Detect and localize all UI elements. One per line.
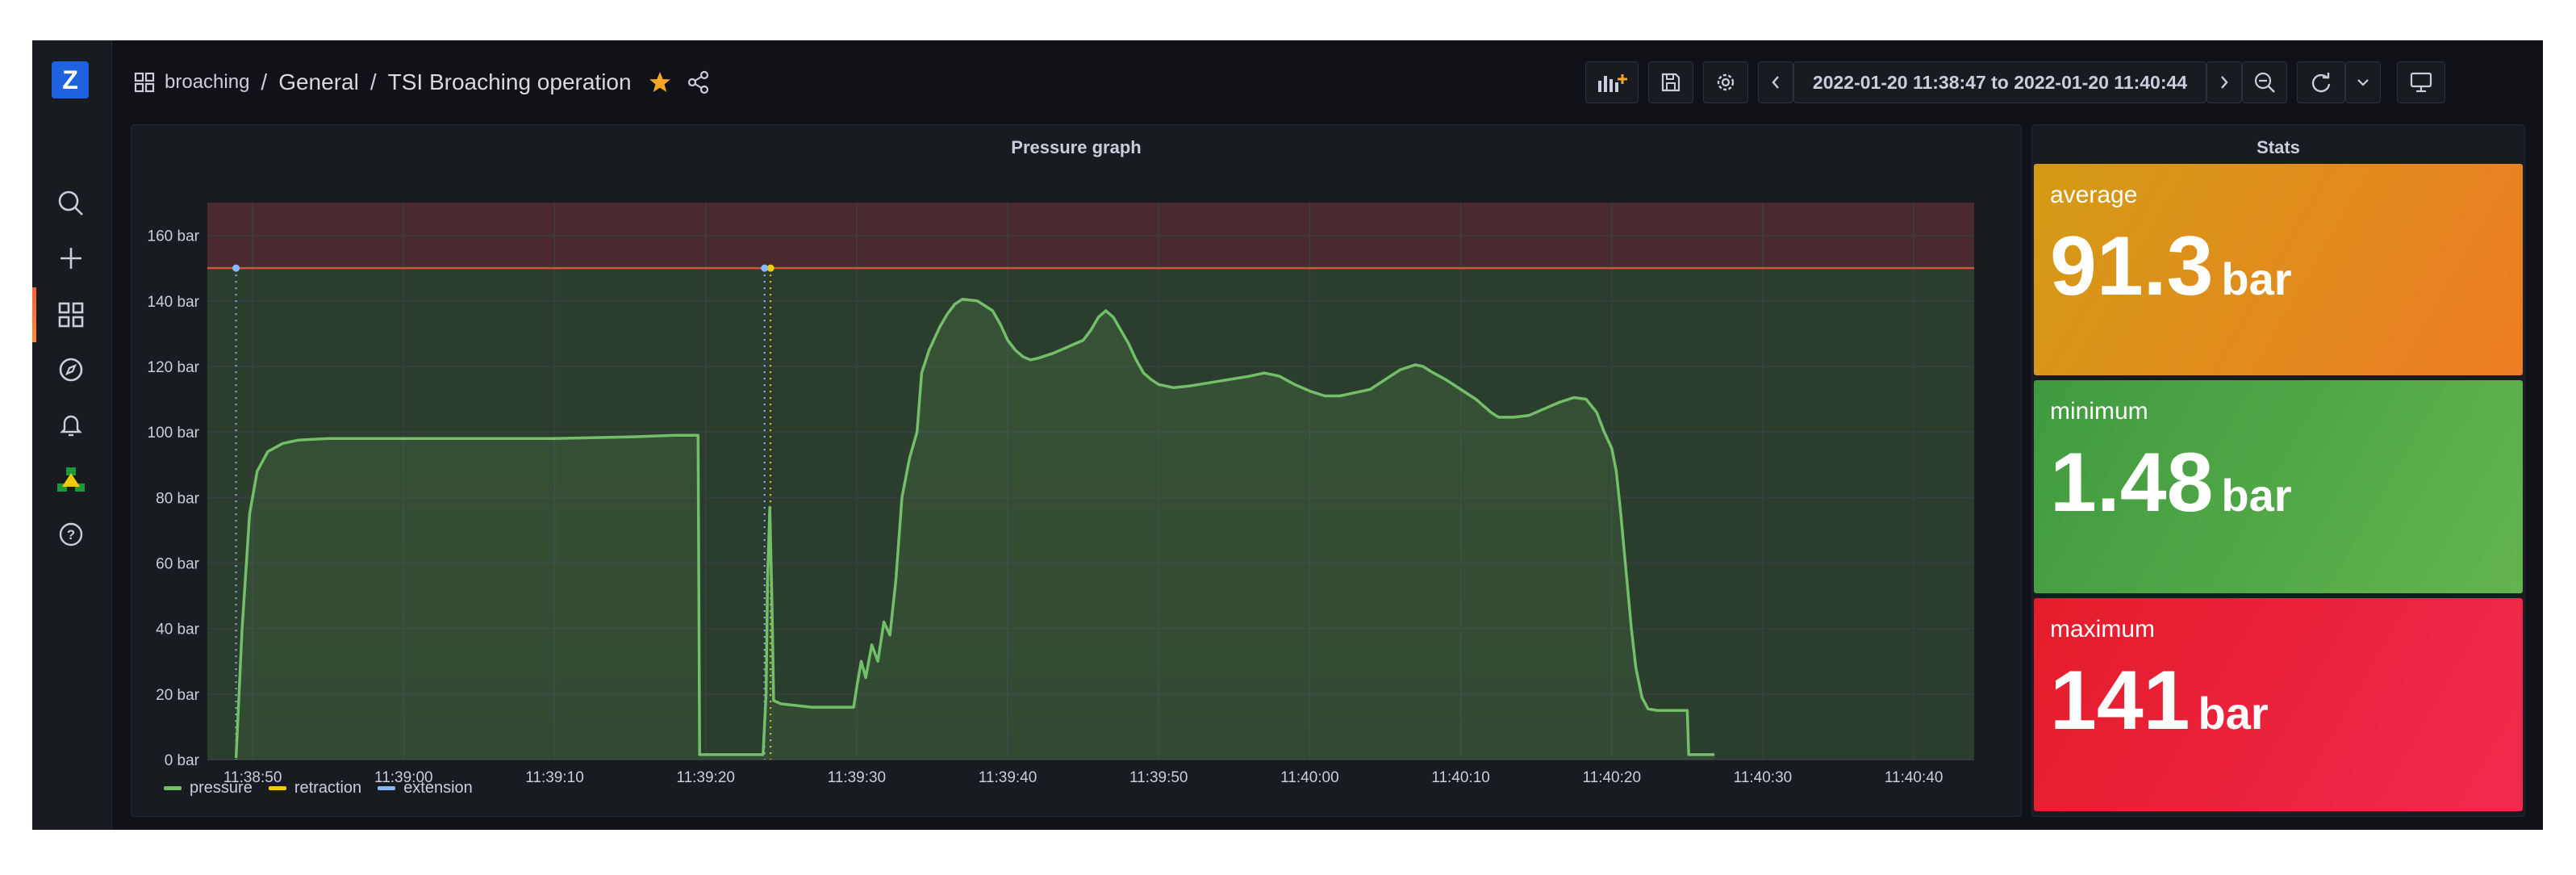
legend-swatch xyxy=(164,786,182,790)
legend-swatch xyxy=(378,786,396,790)
svg-text:?: ? xyxy=(67,527,75,542)
sidebar: Z ? xyxy=(32,40,112,830)
add-panel-button[interactable] xyxy=(1585,61,1639,103)
y-tick-label: 160 bar xyxy=(148,228,200,245)
dashboard-grid-icon xyxy=(134,72,155,93)
legend-swatch xyxy=(268,786,286,790)
chart-legend: pressure retraction extension xyxy=(164,779,473,798)
x-tick-label: 11:39:40 xyxy=(979,769,1037,786)
stat-number: 91.3 xyxy=(2050,220,2214,313)
pressure-series-line[interactable] xyxy=(234,297,1715,759)
x-tick-label: 11:39:30 xyxy=(828,769,887,786)
gear-icon xyxy=(1717,73,1735,91)
y-tick-label: 80 bar xyxy=(156,490,200,507)
x-tick-label: 11:40:40 xyxy=(1885,769,1943,786)
dashboard-title[interactable]: TSI Broaching operation xyxy=(387,69,632,94)
dashboards-icon[interactable] xyxy=(53,297,89,333)
x-tick-label: 11:40:20 xyxy=(1582,769,1641,786)
stat-number: 1.48 xyxy=(2050,436,2214,530)
panel-title: Pressure graph xyxy=(1011,137,1142,157)
legend-item-extension[interactable]: extension xyxy=(378,779,473,798)
breadcrumb-separator: / xyxy=(369,69,377,94)
breadcrumb: broaching / General / TSI Broaching oper… xyxy=(134,63,711,102)
x-tick-label: 11:40:00 xyxy=(1280,769,1339,786)
bell-icon[interactable] xyxy=(53,407,89,442)
stat-unit: bar xyxy=(2221,253,2292,304)
star-icon[interactable] xyxy=(648,70,672,94)
refresh-button[interactable] xyxy=(2297,61,2345,103)
refresh-interval-dropdown[interactable] xyxy=(2345,61,2381,103)
stats-panel[interactable]: Stats average 91.3 bar minimum 1.48 bar ma… xyxy=(2031,124,2525,817)
x-tick-label: 11:39:50 xyxy=(1129,769,1188,786)
x-tick-label: 11:40:30 xyxy=(1734,769,1793,786)
help-icon[interactable]: ? xyxy=(53,517,89,552)
y-tick-label: 40 bar xyxy=(156,622,200,638)
stat-value: 91.3 bar xyxy=(2050,219,2292,315)
y-tick-label: 60 bar xyxy=(156,555,200,572)
legend-item-retraction[interactable]: retraction xyxy=(268,779,362,798)
legend-label: retraction xyxy=(294,779,362,797)
x-tick-label: 11:39:10 xyxy=(525,769,584,786)
stat-value: 141 bar xyxy=(2050,653,2269,749)
stat-average[interactable]: average 91.3 bar xyxy=(2034,164,2523,375)
share-icon[interactable] xyxy=(687,70,711,94)
active-indicator xyxy=(32,287,36,342)
retraction-event-marker xyxy=(766,264,774,272)
zoom-out-icon xyxy=(2254,72,2275,93)
stat-label: average xyxy=(2050,182,2138,208)
stat-value: 1.48 bar xyxy=(2050,435,2292,531)
stat-number: 141 xyxy=(2050,654,2190,747)
x-tick-label: 11:40:10 xyxy=(1431,769,1490,786)
y-tick-label: 100 bar xyxy=(148,425,200,442)
stat-minimum[interactable]: minimum 1.48 bar xyxy=(2034,380,2523,593)
tv-mode-button[interactable] xyxy=(2397,61,2445,103)
y-tick-label: 0 bar xyxy=(165,752,200,769)
x-tick-label: 11:39:20 xyxy=(676,769,735,786)
time-range-text: 2022-01-20 11:38:47 to 2022-01-20 11:40:… xyxy=(1812,71,2188,93)
plugin-app-icon[interactable] xyxy=(53,462,89,497)
save-icon xyxy=(1661,73,1680,92)
time-shift-back-button[interactable] xyxy=(1758,61,1793,103)
legend-label: extension xyxy=(403,779,473,797)
chevron-down-icon xyxy=(2357,79,2369,86)
breadcrumb-section[interactable]: General xyxy=(278,69,359,94)
dashboard-settings-button[interactable] xyxy=(1703,61,1748,103)
pressure-area xyxy=(236,299,1715,760)
extension-event-marker xyxy=(232,264,240,272)
legend-label: pressure xyxy=(190,779,253,797)
y-tick-label: 20 bar xyxy=(156,687,200,704)
stat-label: minimum xyxy=(2050,398,2148,425)
monitor-icon xyxy=(2410,72,2432,93)
time-range-picker[interactable]: 2022-01-20 11:38:47 to 2022-01-20 11:40:… xyxy=(1793,61,2207,103)
y-tick-label: 140 bar xyxy=(148,294,200,311)
stat-label: maximum xyxy=(2050,616,2156,643)
stat-unit: bar xyxy=(2198,688,2269,739)
explore-compass-icon[interactable] xyxy=(53,352,89,387)
save-dashboard-button[interactable] xyxy=(1648,61,1693,103)
extension-event-marker xyxy=(761,264,769,272)
app-logo[interactable]: Z xyxy=(52,61,89,98)
stat-unit: bar xyxy=(2221,470,2292,521)
x-tick-label: 11:39:00 xyxy=(374,769,433,786)
y-tick-label: 120 bar xyxy=(148,359,200,376)
plus-icon[interactable] xyxy=(53,241,89,276)
legend-item-pressure[interactable]: pressure xyxy=(164,779,253,798)
zoom-out-button[interactable] xyxy=(2242,61,2287,103)
pressure-graph-panel[interactable]: Pressure graph 0 bar 20 bar 40 bar 60 bar 80… xyxy=(131,124,2022,817)
stat-maximum[interactable]: maximum 141 bar xyxy=(2034,598,2523,811)
top-bar: broaching / General / TSI Broaching oper… xyxy=(111,40,2543,124)
refresh-icon xyxy=(2311,73,2331,93)
add-panel-icon xyxy=(1598,74,1627,92)
pressure-chart[interactable]: 0 bar 20 bar 40 bar 60 bar 80 bar 100 bar 120 … xyxy=(132,125,2021,816)
panel-title: Stats xyxy=(2257,137,2300,157)
breadcrumb-folder[interactable]: broaching xyxy=(165,71,250,93)
time-shift-forward-button[interactable] xyxy=(2207,61,2242,103)
chevron-left-icon xyxy=(1772,76,1779,89)
search-icon[interactable] xyxy=(53,186,89,221)
x-tick-label: 11:38:50 xyxy=(223,769,282,786)
grafana-app: Z ? broaching / General / xyxy=(32,40,2543,830)
threshold-region xyxy=(207,203,1974,266)
chevron-right-icon xyxy=(2221,76,2228,89)
breadcrumb-separator: / xyxy=(261,69,268,94)
